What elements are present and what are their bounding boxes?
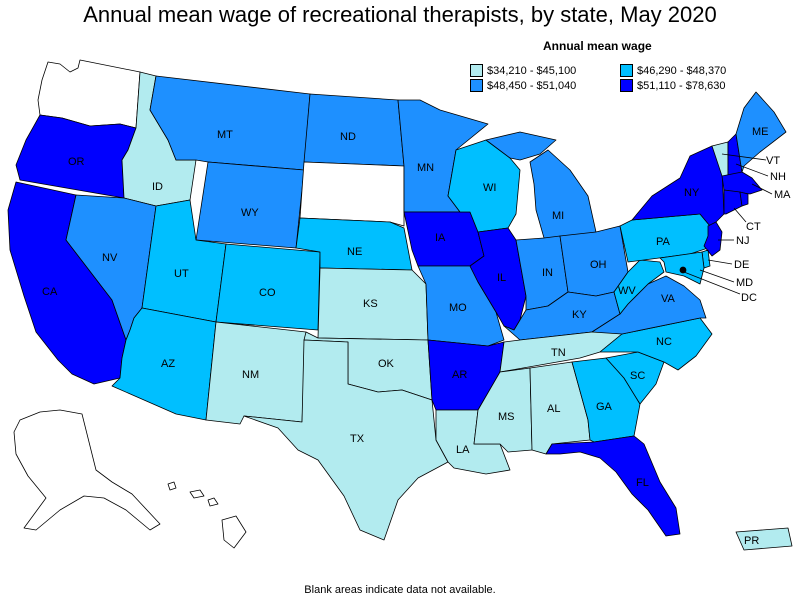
state-label-MN: MN [417, 162, 434, 174]
state-label-CA: CA [42, 286, 58, 298]
state-WV[interactable] [613, 259, 665, 315]
footnote: Blank areas indicate data not available. [304, 584, 496, 596]
leader-NH [735, 163, 769, 177]
state-HI-1[interactable] [167, 481, 177, 491]
state-label-MT: MT [217, 129, 233, 141]
state-ME[interactable] [735, 91, 787, 173]
state-NY[interactable] [631, 145, 725, 227]
state-label-VT: VT [766, 155, 780, 167]
legend-swatch-3 [470, 79, 483, 92]
legend-item-2: $46,290 - $48,370 [620, 64, 726, 77]
state-label-DE: DE [734, 259, 749, 271]
state-label-TN: TN [551, 347, 566, 359]
state-label-AZ: AZ [161, 358, 175, 370]
state-label-FL: FL [636, 477, 649, 489]
state-label-AR: AR [452, 369, 467, 381]
state-label-IA: IA [435, 232, 446, 244]
state-label-WI: WI [483, 182, 496, 194]
leader-MA [751, 183, 773, 195]
state-HI-3[interactable] [207, 497, 219, 507]
state-label-MA: MA [774, 189, 791, 201]
map-title: Annual mean wage of recreational therapi… [83, 2, 717, 27]
legend-label-2: $46,290 - $48,370 [637, 64, 727, 77]
state-label-CT: CT [746, 221, 761, 233]
state-label-NC: NC [656, 336, 672, 348]
state-label-NY: NY [684, 187, 700, 199]
state-MT[interactable] [149, 75, 311, 171]
state-label-TX: TX [350, 433, 365, 445]
state-MI[interactable] [529, 149, 597, 239]
state-label-ID: ID [152, 181, 163, 193]
state-DC[interactable] [679, 266, 687, 274]
leader-VT [721, 153, 767, 161]
state-label-OR: OR [68, 156, 85, 168]
state-label-NH: NH [770, 171, 786, 183]
state-label-WY: WY [241, 207, 259, 219]
state-label-KS: KS [363, 298, 378, 310]
state-label-MI: MI [552, 210, 564, 222]
state-ND[interactable] [303, 93, 405, 167]
legend-swatch-4 [620, 79, 633, 92]
state-CT[interactable] [723, 189, 743, 215]
state-label-UT: UT [174, 268, 189, 280]
leader-DE [707, 259, 733, 265]
state-label-VA: VA [661, 293, 676, 305]
leader-MD [699, 269, 735, 283]
leader-CT [733, 207, 747, 223]
state-label-AL: AL [547, 403, 560, 415]
state-HI-4[interactable] [221, 515, 247, 549]
state-label-MO: MO [449, 302, 467, 314]
legend-item-4: $51,110 - $78,630 [620, 79, 725, 92]
legend-label-3: $48,450 - $51,040 [487, 79, 577, 92]
state-label-DC: DC [741, 292, 757, 304]
legend-label-1: $34,210 - $45,100 [487, 64, 577, 77]
legend-label-4: $51,110 - $78,630 [637, 79, 726, 92]
legend-item-3: $48,450 - $51,040 [470, 79, 576, 92]
state-MI-upper[interactable] [485, 131, 557, 161]
state-PR[interactable] [735, 527, 793, 551]
state-AK[interactable] [13, 409, 161, 531]
state-WY[interactable] [195, 161, 305, 249]
state-label-WV: WV [618, 285, 636, 297]
state-label-PR: PR [744, 535, 759, 547]
state-HI-2[interactable] [189, 489, 205, 499]
state-label-IN: IN [542, 267, 553, 279]
state-label-IL: IL [497, 272, 506, 284]
legend-swatch-2 [620, 64, 633, 77]
state-RI[interactable] [739, 191, 749, 207]
state-label-CO: CO [259, 287, 276, 299]
state-NJ[interactable] [703, 221, 723, 257]
state-label-NE: NE [347, 246, 362, 258]
state-label-SC: SC [630, 370, 645, 382]
leader-DC [683, 271, 741, 295]
state-label-ND: ND [340, 131, 356, 143]
legend-title: Annual mean wage [543, 39, 652, 53]
state-TX[interactable] [243, 339, 449, 541]
legend-swatch-1 [470, 64, 483, 77]
state-label-MS: MS [498, 411, 515, 423]
state-label-GA: GA [596, 401, 613, 413]
state-label-KY: KY [572, 309, 587, 321]
legend-item-1: $34,210 - $45,100 [470, 64, 576, 77]
state-label-PA: PA [656, 236, 671, 248]
state-label-NJ: NJ [736, 235, 749, 247]
state-label-NV: NV [102, 252, 118, 264]
state-label-MD: MD [736, 277, 753, 289]
state-label-ME: ME [752, 126, 769, 138]
state-label-OH: OH [590, 259, 607, 271]
state-label-NM: NM [242, 369, 259, 381]
state-FL[interactable] [545, 435, 681, 537]
state-label-LA: LA [456, 444, 470, 456]
state-label-OK: OK [378, 358, 395, 370]
state-SD[interactable] [299, 161, 405, 227]
